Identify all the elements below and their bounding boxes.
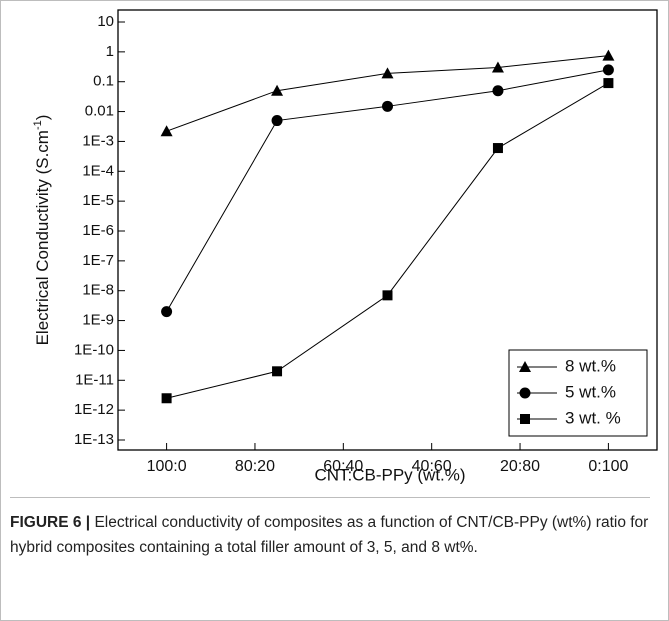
marker (161, 306, 173, 318)
legend-marker (520, 414, 530, 424)
caption: FIGURE 6 | Electrical conductivity of co… (10, 497, 650, 560)
y-tick-label: 1E-13 (74, 431, 114, 448)
legend-marker (519, 361, 531, 372)
y-tick-label: 1E-12 (74, 401, 114, 418)
marker (381, 67, 394, 79)
y-axis-label: Electrical Conductivity (S.cm-1) (32, 115, 53, 346)
y-tick-label: 1E-6 (82, 222, 114, 239)
legend-label: 3 wt. % (565, 408, 621, 427)
y-tick-label: 1E-9 (82, 312, 114, 329)
marker (160, 125, 173, 137)
marker (161, 393, 172, 404)
y-axis-label-sup: -1 (32, 120, 44, 130)
y-tick-label: 1E-4 (82, 162, 114, 179)
marker (491, 61, 504, 73)
legend-label: 5 wt.% (565, 382, 616, 401)
caption-label: FIGURE 6 | (10, 514, 91, 531)
x-tick-label: 40:60 (412, 458, 452, 475)
y-axis-label-text: Electrical Conductivity (S.cm (33, 130, 52, 345)
marker (602, 64, 614, 76)
y-tick-label: 1E-7 (82, 252, 114, 269)
marker (492, 85, 504, 97)
y-tick-label: 10 (97, 13, 114, 30)
y-axis-label-end: ) (33, 115, 52, 121)
y-tick-label: 0.1 (93, 73, 114, 90)
x-tick-label: 100:0 (147, 458, 187, 475)
x-tick-label: 0:100 (588, 458, 628, 475)
marker (272, 366, 283, 377)
y-tick-label: 1E-3 (82, 132, 114, 149)
caption-text: Electrical conductivity of composites as… (10, 514, 649, 556)
y-tick-label: 1E-10 (74, 341, 114, 358)
x-tick-label: 60:40 (323, 458, 363, 475)
marker (602, 49, 615, 61)
marker (603, 78, 614, 89)
x-tick-label: 80:20 (235, 458, 275, 475)
marker (382, 100, 393, 112)
legend-label: 8 wt.% (565, 356, 616, 375)
x-axis-label: CNT:CB-PPy (wt.%) (314, 465, 465, 484)
y-tick-label: 1E-8 (82, 282, 114, 299)
y-tick-label: 1E-5 (82, 192, 114, 209)
legend-marker (519, 387, 531, 399)
chart: CNT:CB-PPy (wt.%) Electrical Conductivit… (32, 9, 658, 484)
series-line (166, 55, 609, 132)
marker (382, 290, 393, 301)
y-tick-label: 0.01 (85, 103, 114, 120)
marker (492, 143, 503, 154)
marker (271, 115, 283, 127)
y-tick-label: 1 (106, 43, 114, 60)
x-tick-label: 20:80 (500, 458, 540, 475)
y-tick-label: 1E-11 (75, 371, 114, 388)
marker (271, 84, 284, 96)
plot-frame (117, 9, 658, 451)
